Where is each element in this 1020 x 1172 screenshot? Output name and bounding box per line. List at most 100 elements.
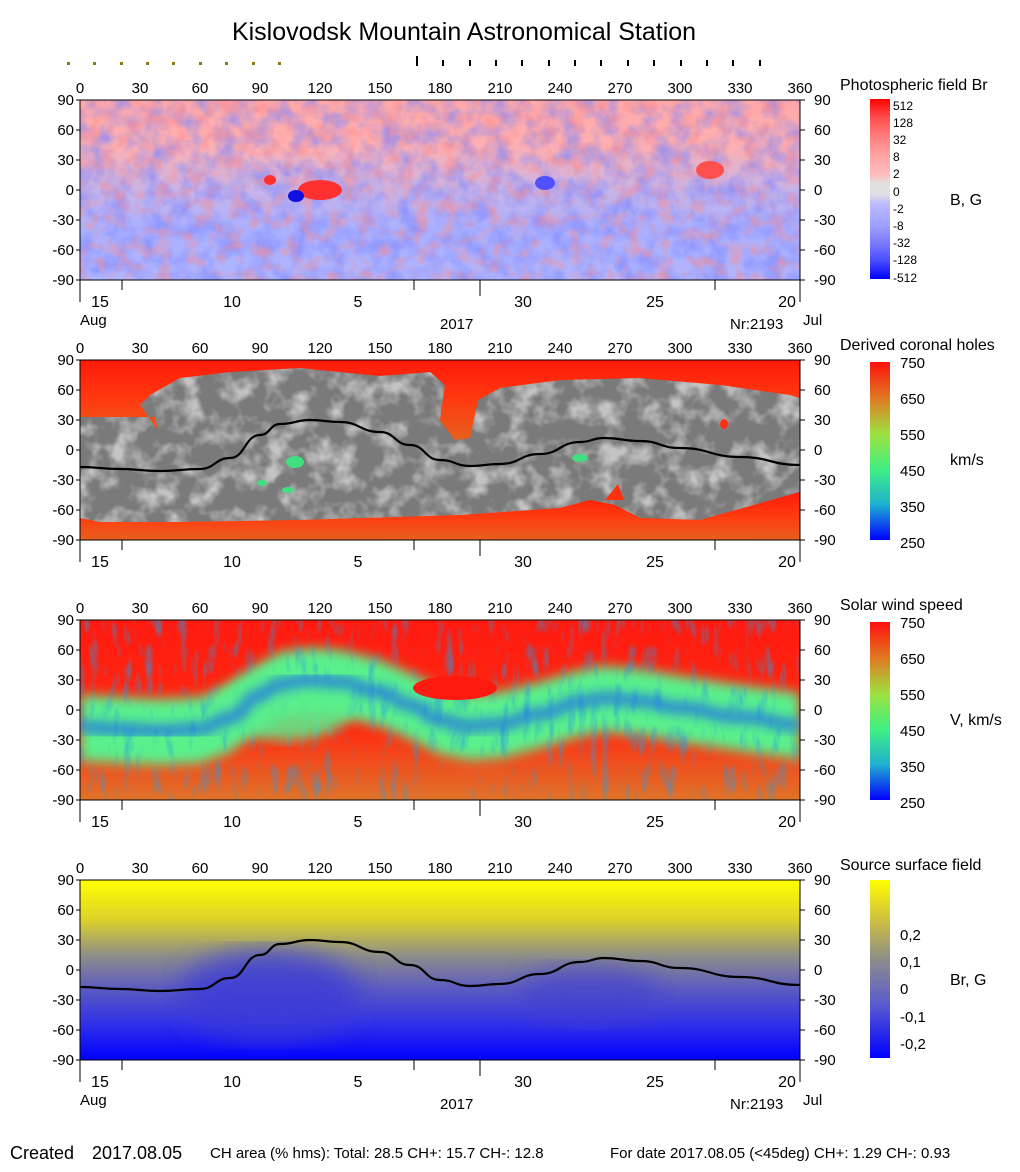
x-tick-label: 60 — [192, 860, 209, 877]
date-tick-label: 25 — [646, 814, 664, 831]
y-tick-label: -90 — [52, 792, 74, 809]
y-tick-label-right: 60 — [814, 642, 831, 659]
month-left-label: Aug — [80, 312, 107, 329]
unit-solar-wind: V, km/s — [950, 712, 1002, 729]
date-tick-label: 20 — [778, 294, 796, 311]
x-tick-label: 90 — [252, 340, 269, 357]
x-tick-label: 180 — [427, 80, 452, 97]
y-tick-label-right: -60 — [814, 242, 836, 259]
top-rotation-ticks — [67, 56, 761, 66]
y-tick-label: -90 — [52, 1052, 74, 1069]
y-tick-label-right: -30 — [814, 472, 836, 489]
y-tick-label-right: -90 — [814, 792, 836, 809]
y-tick-label-right: 60 — [814, 382, 831, 399]
x-tick-label: 240 — [547, 600, 572, 617]
date-tick-label: 10 — [223, 554, 241, 571]
x-tick-label: 30 — [132, 860, 149, 877]
y-tick-label: -90 — [52, 272, 74, 289]
unit-source-surface: Br, G — [950, 972, 987, 989]
y-tick-label: 60 — [57, 382, 74, 399]
x-tick-label: 210 — [487, 860, 512, 877]
x-tick-label: 30 — [132, 600, 149, 617]
date-tick-label: 30 — [514, 1074, 532, 1091]
x-tick-label: 300 — [667, 600, 692, 617]
source-surface-map — [80, 880, 800, 1060]
panel-title-solar-wind: Solar wind speed — [840, 597, 963, 614]
x-tick-label: 60 — [192, 340, 209, 357]
x-tick-label: 240 — [547, 80, 572, 97]
y-tick-label-right: -30 — [814, 212, 836, 229]
created-label: Created — [10, 1143, 75, 1163]
y-tick-label: 90 — [57, 872, 74, 889]
y-tick-label-right: -90 — [814, 532, 836, 549]
cb-tick: 8 — [893, 150, 900, 164]
cb-tick: 650 — [900, 391, 926, 408]
cb-tick: 2 — [893, 167, 900, 181]
x-tick-label: 150 — [367, 860, 392, 877]
x-tick-label: 270 — [607, 860, 632, 877]
date-tick-label: 10 — [223, 294, 241, 311]
cb-tick: 650 — [900, 651, 926, 668]
date-tick-label: 25 — [646, 294, 664, 311]
x-tick-label: 0 — [76, 860, 84, 877]
y-tick-label-right: -90 — [814, 1052, 836, 1069]
x-tick-label: 330 — [727, 340, 752, 357]
y-tick-label: 90 — [57, 92, 74, 109]
y-tick-label: -30 — [52, 732, 74, 749]
y-tick-label-right: -30 — [814, 992, 836, 1009]
cb-tick: -8 — [893, 219, 904, 233]
x-tick-label: 90 — [252, 600, 269, 617]
cb-tick: 450 — [900, 463, 926, 480]
x-tick-label: 270 — [607, 600, 632, 617]
cb-tick: 32 — [893, 133, 907, 147]
x-tick-label: 90 — [252, 860, 269, 877]
y-tick-label: -60 — [52, 242, 74, 259]
y-tick-label-right: 30 — [814, 932, 831, 949]
x-tick-label: 120 — [307, 860, 332, 877]
coronal-holes-map — [80, 360, 800, 540]
month-right-label: Jul — [803, 312, 823, 329]
date-tick-label: 15 — [91, 294, 109, 311]
x-tick-label: 270 — [607, 340, 632, 357]
y-tick-label: 0 — [66, 182, 74, 199]
y-tick-label: -60 — [52, 502, 74, 519]
y-tick-label: 90 — [57, 352, 74, 369]
date-tick-label: 30 — [514, 294, 532, 311]
x-tick-label: 360 — [787, 860, 812, 877]
y-tick-label: 30 — [57, 412, 74, 429]
y-tick-label-right: 90 — [814, 612, 831, 629]
year-label: 2017 — [440, 316, 474, 333]
x-tick-label: 210 — [487, 340, 512, 357]
panel-title-photospheric: Photospheric field Br — [840, 77, 988, 94]
y-tick-label: -90 — [52, 532, 74, 549]
cb-tick: 128 — [893, 116, 914, 130]
date-tick-label: 30 — [514, 814, 532, 831]
rotation-label: Nr:2193 — [730, 316, 784, 333]
x-tick-label: 330 — [727, 80, 752, 97]
x-tick-label: 120 — [307, 600, 332, 617]
cb-tick: 350 — [900, 499, 926, 516]
neutral-line — [80, 418, 800, 473]
cb-tick: -128 — [893, 253, 918, 267]
panel-title-coronal-holes: Derived coronal holes — [840, 337, 995, 354]
page-title: Kislovodsk Mountain Astronomical Station — [231, 18, 697, 46]
x-tick-label: 330 — [727, 600, 752, 617]
date-tick-label: 5 — [354, 1074, 363, 1091]
for-date-stats: For date 2017.08.05 (<45deg) CH+: 1.29 C… — [610, 1145, 951, 1162]
date-tick-label: 5 — [354, 554, 363, 571]
ch-area-stats: CH area (% hms): Total: 28.5 CH+: 15.7 C… — [210, 1145, 544, 1162]
cb-tick: 350 — [900, 759, 926, 776]
y-tick-label-right: -60 — [814, 762, 836, 779]
y-tick-label-right: 0 — [814, 182, 822, 199]
y-tick-label: -60 — [52, 762, 74, 779]
x-tick-label: 150 — [367, 600, 392, 617]
date-tick-label: 10 — [223, 1074, 241, 1091]
cb-tick: -512 — [893, 271, 918, 285]
cb-tick: -32 — [893, 236, 911, 250]
y-tick-label-right: 0 — [814, 702, 822, 719]
y-tick-label-right: -60 — [814, 1022, 836, 1039]
x-tick-label: 30 — [132, 340, 149, 357]
date-tick-label: 30 — [514, 554, 532, 571]
cb-tick: 250 — [900, 535, 926, 552]
photospheric-map — [80, 100, 800, 280]
